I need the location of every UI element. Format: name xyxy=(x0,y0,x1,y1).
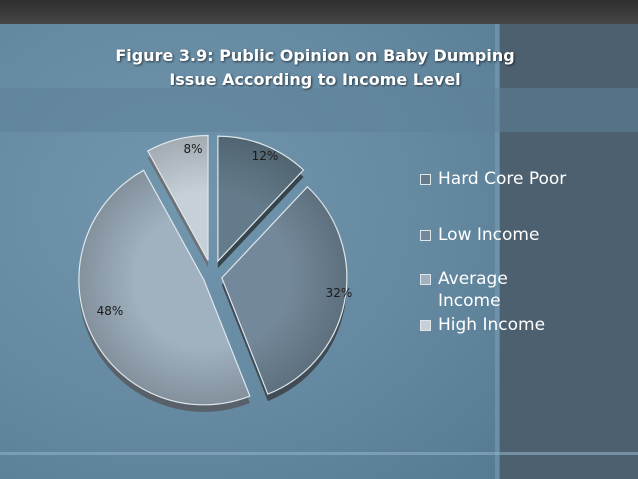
pie-slice-3 xyxy=(78,169,251,406)
data-label-2: 32% xyxy=(326,286,353,300)
top-bar xyxy=(0,0,638,24)
legend-item-3: Average Income xyxy=(420,268,620,312)
data-label-3: 48% xyxy=(97,304,124,318)
legend-swatch-1 xyxy=(420,174,431,185)
chart-legend: Hard Core Poor Low Income Average Income Hig… xyxy=(420,168,620,336)
legend-swatch-3 xyxy=(420,274,431,285)
panel-divider xyxy=(495,24,499,479)
chart-title-line-2: Issue According to Income Level xyxy=(169,70,461,89)
data-label-4: 8% xyxy=(183,142,202,156)
background-band xyxy=(0,88,638,132)
data-label-1: 12% xyxy=(252,149,279,163)
legend-label-3: Average xyxy=(438,269,508,289)
legend-item-1: Hard Core Poor xyxy=(420,168,620,190)
legend-swatch-4 xyxy=(420,320,431,331)
legend-item-2: Low Income xyxy=(420,224,620,246)
pie-slice-2 xyxy=(221,185,348,395)
legend-label-4: High Income xyxy=(438,315,546,335)
chart-title: Figure 3.9: Public Opinion on Baby Dumpi… xyxy=(80,44,550,92)
legend-swatch-2 xyxy=(420,230,431,241)
legend-label-1: Hard Core Poor xyxy=(438,169,567,189)
chart-title-line-1: Figure 3.9: Public Opinion on Baby Dumpi… xyxy=(115,46,515,65)
pie-slice-4 xyxy=(146,134,209,261)
pie-slice-1 xyxy=(217,135,305,263)
legend-label-2: Low Income xyxy=(438,225,540,245)
legend-item-4: High Income xyxy=(420,314,620,336)
legend-label-3: Income xyxy=(438,291,501,311)
bottom-stripe xyxy=(0,452,638,455)
